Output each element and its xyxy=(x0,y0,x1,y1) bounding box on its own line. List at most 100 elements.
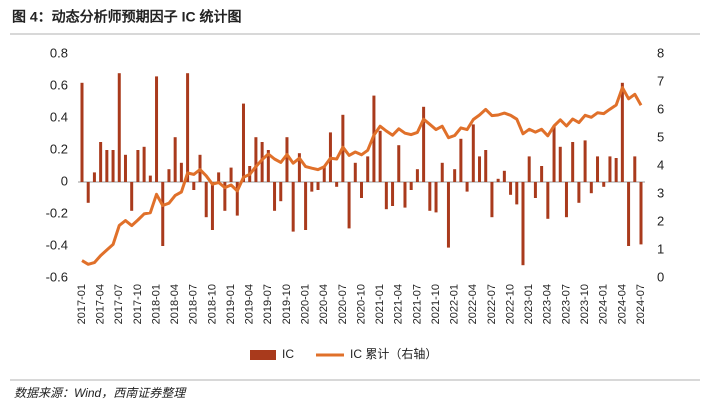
bar xyxy=(310,182,314,192)
y2-tick-label: 3 xyxy=(657,185,664,200)
bar xyxy=(260,142,264,182)
bar xyxy=(92,172,96,182)
bar xyxy=(254,137,258,182)
bar xyxy=(409,182,413,190)
bar xyxy=(639,182,643,245)
bar xyxy=(434,182,438,213)
x-tick-label: 2022-07 xyxy=(486,284,498,324)
legend-label: IC 累计（右轴） xyxy=(350,346,437,361)
x-tick-label: 2019-10 xyxy=(281,284,293,324)
bar xyxy=(496,178,500,182)
bar xyxy=(509,182,513,195)
bar xyxy=(223,182,227,211)
x-tick-label: 2021-07 xyxy=(411,284,423,324)
bar xyxy=(428,182,432,211)
bar xyxy=(571,142,575,182)
bar xyxy=(602,182,606,187)
bar xyxy=(589,182,593,194)
x-tick-label: 2018-04 xyxy=(169,284,181,324)
bar xyxy=(521,182,525,266)
bar xyxy=(515,182,519,205)
x-tick-label: 2019-04 xyxy=(244,284,256,324)
legend-swatch xyxy=(250,350,276,360)
y2-tick-label: 5 xyxy=(657,129,664,144)
bar xyxy=(627,182,631,246)
bar xyxy=(633,156,637,182)
y2-tick-label: 7 xyxy=(657,73,664,88)
bar xyxy=(403,182,407,208)
x-tick-label: 2021-10 xyxy=(430,284,442,324)
bar xyxy=(86,182,90,203)
bar xyxy=(335,182,339,187)
x-tick-label: 2020-10 xyxy=(355,284,367,324)
y-tick-label: 0.8 xyxy=(50,45,68,60)
x-tick-label: 2021-01 xyxy=(374,284,386,324)
bar xyxy=(360,182,363,198)
bar xyxy=(446,182,450,248)
x-tick-label: 2018-01 xyxy=(150,284,162,324)
bar xyxy=(142,146,146,182)
bar xyxy=(608,156,612,182)
bar xyxy=(440,162,444,182)
bar xyxy=(273,182,277,211)
x-tick-label: 2020-04 xyxy=(318,284,330,324)
chart-title: 图 4：动态分析师预期因子 IC 统计图 xyxy=(12,9,241,25)
bar xyxy=(148,175,152,182)
bar xyxy=(204,182,208,218)
y2-tick-label: 6 xyxy=(657,101,664,116)
bar xyxy=(527,156,531,182)
bar xyxy=(297,153,301,182)
x-tick-label: 2018-07 xyxy=(188,284,200,324)
y2-tick-label: 4 xyxy=(657,157,664,172)
bar xyxy=(210,182,214,230)
y-tick-label: 0 xyxy=(61,173,68,188)
bar xyxy=(136,150,140,182)
x-tick-label: 2017-07 xyxy=(113,284,125,324)
bar xyxy=(533,182,537,198)
bar xyxy=(173,137,177,182)
bar xyxy=(291,182,295,232)
y-tick-label: -0.2 xyxy=(46,205,68,220)
bar xyxy=(596,156,600,182)
x-tick-label: 2021-04 xyxy=(393,284,405,324)
x-tick-label: 2024-07 xyxy=(635,284,647,324)
y2-tick-label: 8 xyxy=(657,45,664,60)
x-tick-label: 2019-07 xyxy=(262,284,274,324)
y-tick-label: 0.2 xyxy=(50,141,68,156)
bar xyxy=(564,182,568,218)
x-tick-label: 2023-10 xyxy=(579,284,591,324)
bar xyxy=(471,124,475,182)
x-tick-label: 2017-04 xyxy=(95,284,107,324)
y2-tick-label: 1 xyxy=(657,241,664,256)
x-tick-label: 2022-01 xyxy=(449,284,461,324)
bar xyxy=(465,182,469,192)
bar xyxy=(192,182,196,190)
bar xyxy=(614,158,618,182)
bar xyxy=(478,156,482,182)
x-tick-label: 2020-01 xyxy=(300,284,312,324)
bar xyxy=(453,169,457,182)
bar xyxy=(279,182,283,202)
x-tick-label: 2022-04 xyxy=(467,284,479,324)
y-tick-label: 0.6 xyxy=(50,77,68,92)
bar xyxy=(186,73,190,182)
bar xyxy=(422,106,426,182)
bar xyxy=(123,154,127,182)
bar xyxy=(130,182,134,211)
x-tick-label: 2017-01 xyxy=(76,284,88,324)
line xyxy=(81,86,643,266)
x-tick-label: 2022-10 xyxy=(504,284,516,324)
y2-tick-label: 2 xyxy=(657,213,664,228)
x-tick-label: 2023-04 xyxy=(542,284,554,324)
bar xyxy=(105,150,109,182)
x-tick-label: 2023-01 xyxy=(523,284,535,324)
bar xyxy=(217,172,221,182)
bar xyxy=(285,137,289,182)
y-tick-label: -0.4 xyxy=(46,237,68,252)
bar xyxy=(558,146,562,182)
bar xyxy=(353,162,357,182)
bar xyxy=(155,76,159,182)
bar xyxy=(552,126,556,182)
bar xyxy=(415,169,419,182)
bar xyxy=(546,182,550,219)
